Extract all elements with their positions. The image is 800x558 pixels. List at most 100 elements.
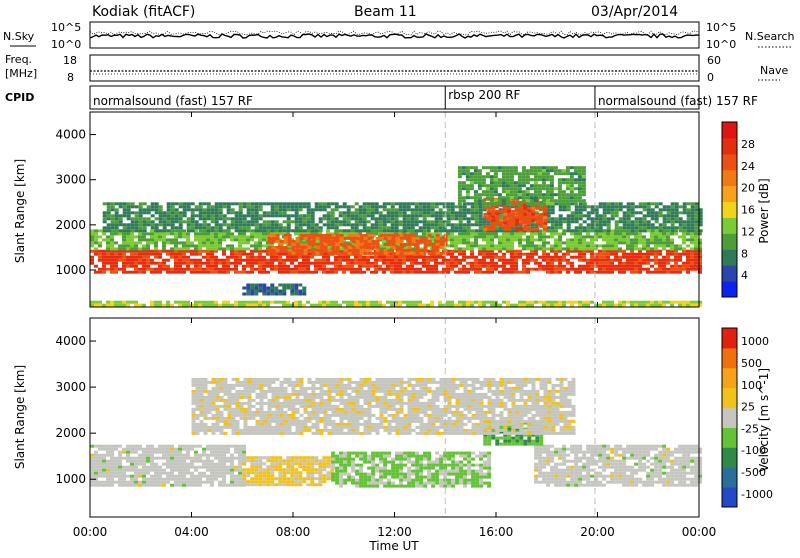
heatmap-cell-upper-band-1500-1900km xyxy=(614,244,618,247)
heatmap-cell-main-band-1000-1400km xyxy=(634,268,638,271)
heatmap-cell-far-range-2000-2500km xyxy=(363,217,367,220)
heatmap-cell-ground-scatter-dusk xyxy=(538,448,542,451)
heatmap-cell-far-range-2000-2500km xyxy=(695,202,699,205)
heatmap-cell-upper-band-1500-1900km xyxy=(90,238,94,241)
heatmap-cell-far-range-2000-2500km xyxy=(387,217,391,220)
heatmap-cell-far-range-2000-2500km xyxy=(575,229,579,232)
heatmap-cell-far-range-2000-2500km xyxy=(451,211,455,214)
heatmap-cell-ground-clutter-200-300km xyxy=(286,304,290,307)
heatmap-cell-far-range-2000-2500km xyxy=(583,205,587,208)
heatmap-cell-near-range-500-700km xyxy=(258,284,262,287)
heatmap-cell-far-range-2000-2500km xyxy=(391,205,395,208)
heatmap-cell-ground-scatter-dawn xyxy=(170,466,174,469)
heatmap-cell-main-band-1000-1400km xyxy=(322,262,326,265)
heatmap-cell-enhanced-1500-1800km xyxy=(364,249,368,252)
heatmap-cell-upper-band-1500-1900km xyxy=(554,238,558,241)
heatmap-cell-far-range-2000-2500km xyxy=(295,223,299,226)
heatmap-cell-late-far-echoes-2500-3300km xyxy=(486,166,490,169)
heatmap-cell-ground-clutter-200-300km xyxy=(90,304,94,307)
heatmap-cell-upper-band-1500-1900km xyxy=(178,235,182,238)
heatmap-cell-ground-scatter-dusk xyxy=(586,484,590,487)
heatmap-cell-far-range-2000-2500km xyxy=(187,217,191,220)
heatmap-cell-ground-scatter-dusk xyxy=(614,460,618,463)
heatmap-cell-upper-band-1500-1900km xyxy=(186,244,190,247)
heatmap-cell-far-range-2000-2500km xyxy=(171,202,175,205)
heatmap-cell-upper-band-1500-1900km xyxy=(486,238,490,241)
heatmap-cell-upper-band-1500-1900km xyxy=(494,232,498,235)
heatmap-cell-late-far-echoes-2500-3300km xyxy=(498,184,502,187)
heatmap-cell-ground-scatter-dusk xyxy=(602,451,606,454)
heatmap-cell-late-far-echoes-2500-3300km xyxy=(490,181,494,184)
heatmap-cell-main-band-1000-1400km xyxy=(250,256,254,259)
heatmap-cell-enhanced-1500-1800km xyxy=(372,240,376,243)
heatmap-cell-far-range-2000-2500km xyxy=(295,220,299,223)
heatmap-cell-main-band-1000-1400km xyxy=(214,271,218,274)
heatmap-cell-main-band-1000-1400km xyxy=(90,250,94,253)
heatmap-cell-far-range-2000-2500km xyxy=(239,229,243,232)
heatmap-cell-late-far-echoes-2500-3300km xyxy=(498,166,502,169)
heatmap-cell-main-band-1000-1400km xyxy=(178,262,182,265)
heatmap-cell-far-range-2000-2500km xyxy=(199,223,203,226)
heatmap-cell-enhanced-1500-1800km xyxy=(344,252,348,255)
heatmap-cell-ground-scatter-dusk xyxy=(562,481,566,484)
heatmap-cell-main-band-1000-1400km xyxy=(630,271,634,274)
heatmap-cell-main-band-1000-1400km xyxy=(610,259,614,262)
heatmap-cell-main-band-1000-1400km xyxy=(122,265,126,268)
heatmap-cell-upper-band-1500-1900km xyxy=(186,235,190,238)
heatmap-cell-upper-band-1500-1900km xyxy=(206,241,210,244)
heatmap-cell-far-range-2000-2500km xyxy=(187,229,191,232)
heatmap-cell-main-band-1000-1400km xyxy=(454,265,458,268)
heatmap-cell-main-band-1000-1400km xyxy=(546,253,550,256)
heatmap-cell-upper-band-1500-1900km xyxy=(162,238,166,241)
heatmap-cell-far-range-2000-2500km xyxy=(411,229,415,232)
heatmap-cell-near-range-500-700km xyxy=(246,290,250,293)
heatmap-cell-ground-scatter-dawn xyxy=(226,457,230,460)
heatmap-cell-enhanced-1500-1800km xyxy=(368,252,372,255)
heatmap-cell-upper-band-1500-1900km xyxy=(190,241,194,244)
heatmap-cell-far-range-2000-2500km xyxy=(339,214,343,217)
heatmap-cell-main-band-1000-1400km xyxy=(622,253,626,256)
heatmap-cell-far-range-2000-2500km xyxy=(687,208,691,211)
heatmap-cell-late-far-echoes-2500-3300km xyxy=(566,199,570,202)
heatmap-cell-upper-band-1500-1900km xyxy=(514,232,518,235)
heatmap-cell-upper-band-1500-1900km xyxy=(214,241,218,244)
heatmap-cell-ground-scatter-dusk xyxy=(538,475,542,478)
heatmap-cell-far-range-2000-2500km xyxy=(655,214,659,217)
heatmap-cell-ground-scatter-dawn xyxy=(94,481,98,484)
heatmap-cell-ground-scatter-dawn xyxy=(90,457,94,460)
heatmap-cell-far-range-2000-2500km xyxy=(619,205,623,208)
heatmap-cell-ground-scatter-dawn xyxy=(178,466,182,469)
heatmap-cell-ground-clutter-200-300km xyxy=(462,301,466,304)
heatmap-cell-ground-clutter-200-300km xyxy=(378,304,382,307)
heatmap-cell-ground-scatter-dawn xyxy=(130,460,134,463)
heatmap-cell-main-band-1000-1400km xyxy=(470,265,474,268)
heatmap-cell-main-band-1000-1400km xyxy=(358,271,362,274)
heatmap-cell-late-far-echoes-2500-3300km xyxy=(518,178,522,181)
heatmap-cell-ground-scatter-dusk xyxy=(574,481,578,484)
heatmap-cell-ground-scatter-dusk xyxy=(546,448,550,451)
heatmap-cell-enhanced-1500-1800km xyxy=(392,243,396,246)
heatmap-cell-enhanced-1500-1800km xyxy=(376,252,380,255)
heatmap-cell-main-band-1000-1400km xyxy=(206,262,210,265)
heatmap-cell-far-range-2000-2500km xyxy=(307,208,311,211)
heatmap-cell-late-far-echoes-2500-3300km xyxy=(558,178,562,181)
heatmap-cell-far-range-2000-2500km xyxy=(443,226,447,229)
heatmap-cell-ground-clutter-200-300km xyxy=(202,301,206,304)
heatmap-cell-far-range-2000-2500km xyxy=(299,214,303,217)
heatmap-cell-ground-scatter-dawn xyxy=(126,454,130,457)
heatmap-cell-late-far-echoes-2500-3300km xyxy=(510,196,514,199)
heatmap-cell-ground-clutter-200-300km xyxy=(266,301,270,304)
heatmap-cell-ground-scatter-dusk xyxy=(542,478,546,481)
heatmap-cell-far-range-2000-2500km xyxy=(323,217,327,220)
heatmap-cell-ground-scatter-dusk xyxy=(614,481,618,484)
heatmap-cell-far-range-2000-2500km xyxy=(307,229,311,232)
heatmap-cell-main-band-1000-1400km xyxy=(418,262,422,265)
heatmap-cell-ground-clutter-200-300km xyxy=(114,304,118,307)
heatmap-cell-main-band-1000-1400km xyxy=(394,268,398,271)
heatmap-cell-ground-scatter-dusk xyxy=(538,451,542,454)
heatmap-cell-rbsp-enhancement-2000-2600km xyxy=(503,222,507,225)
heatmap-cell-main-band-1000-1400km xyxy=(602,253,606,256)
heatmap-cell-far-range-2000-2500km xyxy=(199,202,203,205)
heatmap-cell-main-band-1000-1400km xyxy=(150,271,154,274)
heatmap-cell-upper-band-1500-1900km xyxy=(630,238,634,241)
